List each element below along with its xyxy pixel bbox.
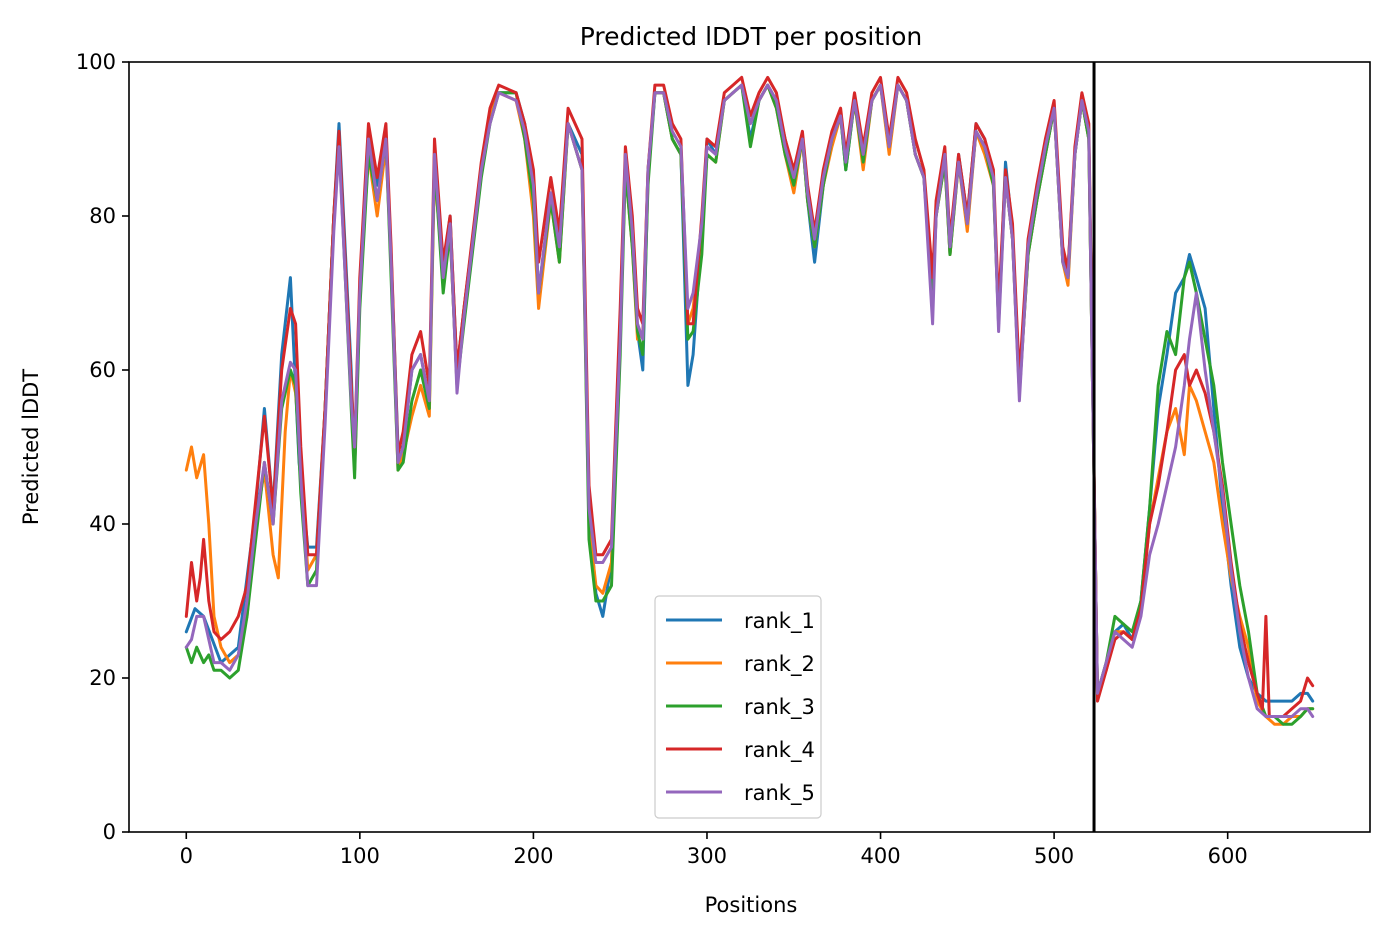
y-axis-title: Predicted lDDT	[19, 369, 43, 525]
series-line-rank_5	[184, 83, 1315, 718]
x-tick-label: 100	[340, 844, 380, 868]
legend-label-rank_4: rank_4	[744, 738, 815, 763]
x-tick-label: 200	[513, 844, 553, 868]
y-tick-label: 60	[89, 358, 116, 382]
legend: rank_1 rank_2 rank_3 rank_4 rank_5	[654, 595, 822, 819]
legend-label-rank_2: rank_2	[744, 652, 815, 677]
series-layer	[184, 75, 1315, 726]
x-tick-label: 600	[1208, 844, 1248, 868]
y-tick-label: 100	[76, 50, 116, 74]
legend-label-rank_3: rank_3	[744, 695, 815, 720]
chart-title: Predicted lDDT per position	[580, 22, 922, 51]
x-axis-title: Positions	[705, 893, 798, 917]
y-tick-label: 80	[89, 204, 116, 228]
plot-frame	[128, 61, 1371, 833]
legend-label-rank_5: rank_5	[744, 781, 815, 806]
x-tick-label: 500	[1034, 844, 1074, 868]
y-axis: 0 20 40 60 80 100	[76, 50, 129, 844]
y-tick-label: 40	[89, 512, 116, 536]
x-tick-label: 400	[860, 844, 900, 868]
legend-box	[654, 595, 822, 819]
x-axis: 0 100 200 300 400 500 600	[180, 832, 1248, 868]
y-tick-label: 20	[89, 666, 116, 690]
x-tick-label: 0	[180, 844, 193, 868]
legend-label-rank_1: rank_1	[744, 609, 815, 634]
y-tick-label: 0	[103, 820, 116, 844]
x-tick-label: 300	[687, 844, 727, 868]
